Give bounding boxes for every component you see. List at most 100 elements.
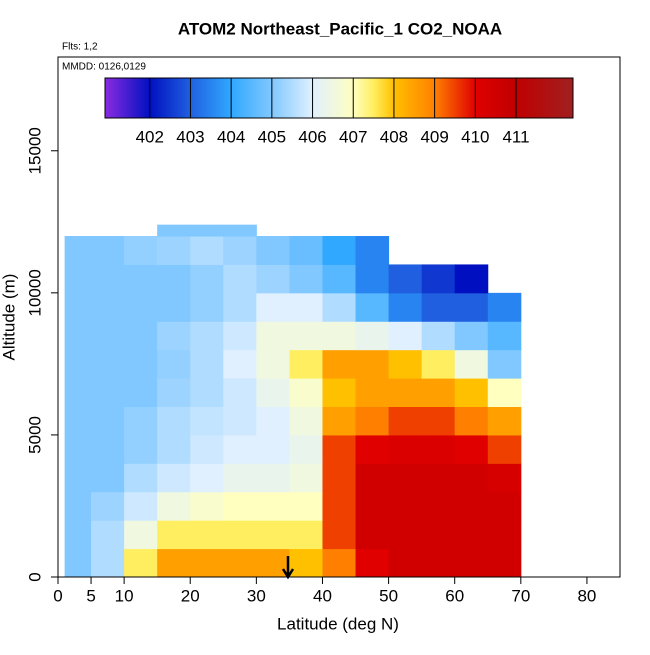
heat-cell <box>64 236 92 265</box>
heat-cell <box>289 548 323 578</box>
x-tick-label: 80 <box>577 586 596 605</box>
heat-cell <box>355 378 390 408</box>
heat-cell <box>388 264 423 294</box>
heat-cell <box>289 264 323 294</box>
heat-cell <box>454 264 489 294</box>
heat-cell <box>223 434 257 464</box>
heat-cell <box>388 378 423 408</box>
heat-cell <box>421 434 456 464</box>
heat-cell <box>454 548 489 578</box>
heat-cell <box>223 520 257 550</box>
heat-cell <box>421 292 456 322</box>
heat-cell <box>487 406 522 436</box>
heat-cell <box>421 406 456 436</box>
heat-cell <box>487 292 522 322</box>
heat-cell <box>421 491 456 521</box>
x-tick-label: 50 <box>379 586 398 605</box>
heat-cell <box>64 378 92 408</box>
heat-cell <box>157 520 191 550</box>
heat-cell <box>454 378 489 408</box>
heat-cell <box>355 292 390 322</box>
heat-cell <box>124 292 158 322</box>
heat-cell <box>256 434 290 464</box>
heat-cell <box>91 463 125 493</box>
heat-cell <box>256 292 290 322</box>
heat-cell <box>157 463 191 493</box>
heat-cell <box>124 434 158 464</box>
heat-cell <box>223 548 257 578</box>
heat-cell <box>256 236 290 265</box>
annotation: Flts: 1,2 <box>62 42 98 53</box>
colorbar-tick-label: 405 <box>258 127 286 146</box>
heat-cell <box>223 491 257 521</box>
heat-cell <box>223 378 257 408</box>
heat-cell <box>64 321 92 351</box>
heat-cell <box>487 548 522 578</box>
heat-cell <box>487 491 522 521</box>
heat-cell <box>223 292 257 322</box>
heat-cell <box>124 520 158 550</box>
heat-cell <box>421 264 456 294</box>
heat-cell <box>355 434 390 464</box>
heat-cell <box>355 349 390 379</box>
colorbar-tick-label: 402 <box>136 127 164 146</box>
heat-cell <box>91 378 125 408</box>
heat-cell <box>289 520 323 550</box>
heat-cell <box>157 434 191 464</box>
heat-cell <box>223 224 257 237</box>
heat-cell <box>322 406 357 436</box>
heat-cell <box>91 406 125 436</box>
heat-cell <box>322 378 357 408</box>
heat-cell <box>64 434 92 464</box>
heat-cell <box>289 236 323 265</box>
heat-cell <box>157 349 191 379</box>
heat-cell <box>157 224 191 237</box>
chart-title: ATOM2 Northeast_Pacific_1 CO2_NOAA <box>178 19 502 38</box>
heat-cell <box>256 406 290 436</box>
heat-cell <box>487 463 522 493</box>
heat-cell <box>322 463 357 493</box>
heat-cell <box>355 491 390 521</box>
y-axis-label: Altitude (m) <box>0 274 18 361</box>
heat-cell <box>91 321 125 351</box>
heat-cell <box>256 321 290 351</box>
heat-cell <box>454 349 489 379</box>
heat-cell <box>124 321 158 351</box>
heat-cell <box>124 264 158 294</box>
heat-cell <box>64 406 92 436</box>
x-tick-label: 5 <box>86 586 95 605</box>
heat-cell <box>256 491 290 521</box>
heat-cell <box>91 434 125 464</box>
heat-cell <box>124 463 158 493</box>
heat-cell <box>157 292 191 322</box>
heat-cell <box>454 491 489 521</box>
heat-cell <box>454 463 489 493</box>
y-tick-label: 10000 <box>25 269 44 316</box>
heat-cell <box>322 548 357 578</box>
heat-cell <box>91 520 125 550</box>
heat-cell <box>124 236 158 265</box>
heat-cell <box>157 491 191 521</box>
heat-cell <box>388 349 423 379</box>
heat-cell <box>190 434 224 464</box>
heat-cell <box>454 321 489 351</box>
heat-cell <box>289 349 323 379</box>
colorbar-tick-label: 409 <box>420 127 448 146</box>
heat-cell <box>190 463 224 493</box>
heat-cell <box>256 520 290 550</box>
heat-cell <box>388 520 423 550</box>
heat-cell <box>355 321 390 351</box>
x-tick-label: 70 <box>511 586 530 605</box>
heat-cell <box>421 321 456 351</box>
heat-cell <box>289 378 323 408</box>
heat-cell <box>157 406 191 436</box>
heat-cell <box>190 491 224 521</box>
heat-cell <box>421 463 456 493</box>
heat-cell <box>388 548 423 578</box>
heat-cell <box>157 548 191 578</box>
heat-cell <box>91 292 125 322</box>
colorbar-tick-label: 403 <box>176 127 204 146</box>
heat-cell <box>64 264 92 294</box>
heat-cell <box>64 292 92 322</box>
